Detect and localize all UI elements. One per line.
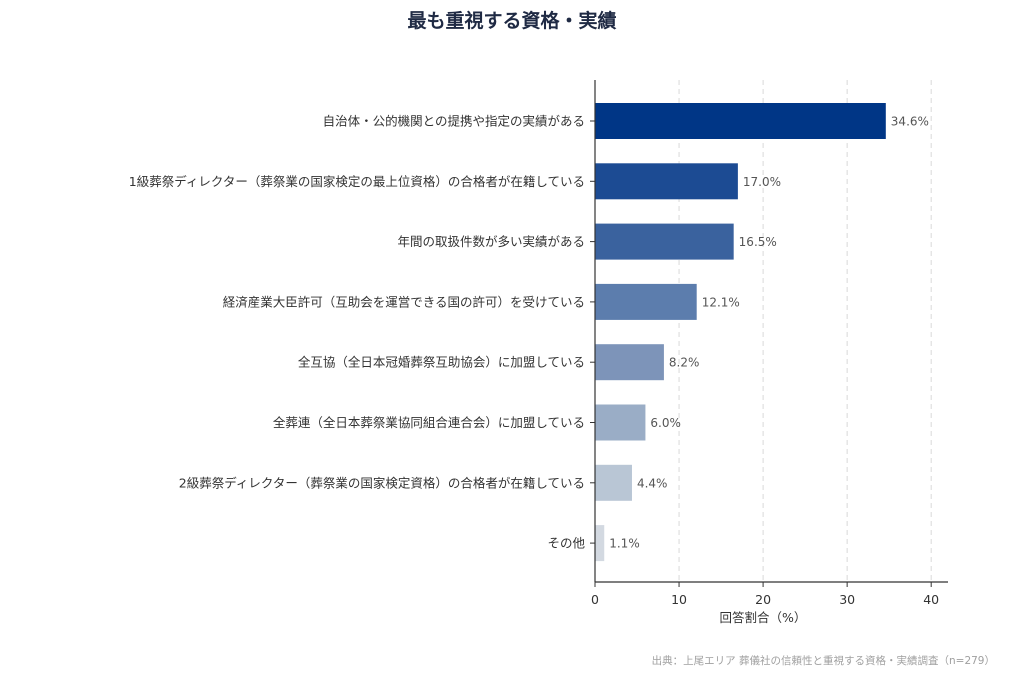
x-tick-label: 10 [671,592,687,607]
category-label: その他 [547,536,585,551]
category-labels: 自治体・公的機関との提携や指定の実績がある 1級葬祭ディレクター（葬祭業の国家検定… [129,114,586,551]
category-label: 年間の取扱件数が多い実績がある [397,234,585,249]
x-tick-label: 0 [591,592,599,607]
bar [595,525,605,562]
bar [595,163,738,200]
value-label: 12.1% [702,295,740,309]
value-label: 16.5% [739,235,777,249]
value-label: 4.4% [637,476,668,490]
value-label: 8.2% [669,356,700,370]
bar [595,464,632,501]
category-label: 2級葬祭ディレクター（葬祭業の国家検定資格）の合格者が在籍している [179,475,585,490]
category-label: 自治体・公的機関との提携や指定の実績がある [323,114,585,129]
source-note: 出典：上尾エリア 葬儀社の信頼性と重視する資格・実績調査（n=279） [652,654,995,667]
category-label: 1級葬祭ディレクター（葬祭業の国家検定の最上位資格）の合格者が在籍している [129,174,585,189]
x-tick-label: 30 [839,592,855,607]
bar [595,283,697,320]
bar [595,344,664,381]
category-label: 全互協（全日本冠婚葬祭互助協会）に加盟している [298,355,585,370]
value-label: 1.1% [609,537,640,551]
value-label: 6.0% [650,416,681,430]
x-axis-title: 回答割合（%） [720,610,807,625]
chart-title: 最も重視する資格・実績 [407,9,616,32]
axes: 0 10 20 30 40 [590,80,948,607]
bar [595,223,734,260]
bar [595,103,886,139]
bar [595,404,646,441]
value-label: 34.6% [891,115,929,129]
gridlines [678,80,932,582]
x-tick-label: 20 [755,592,771,607]
category-label: 全葬連（全日本葬祭業協同組合連合会）に加盟している [273,415,585,430]
x-tick-label: 40 [923,592,939,607]
bars: 34.6% 17.0% 16.5% 12.1% 8.2% 6.0% 4.4% 1.1% [595,103,929,562]
category-label: 経済産業大臣許可（互助会を運営できる国の許可）を受けている [223,294,585,309]
value-label: 17.0% [743,175,781,189]
